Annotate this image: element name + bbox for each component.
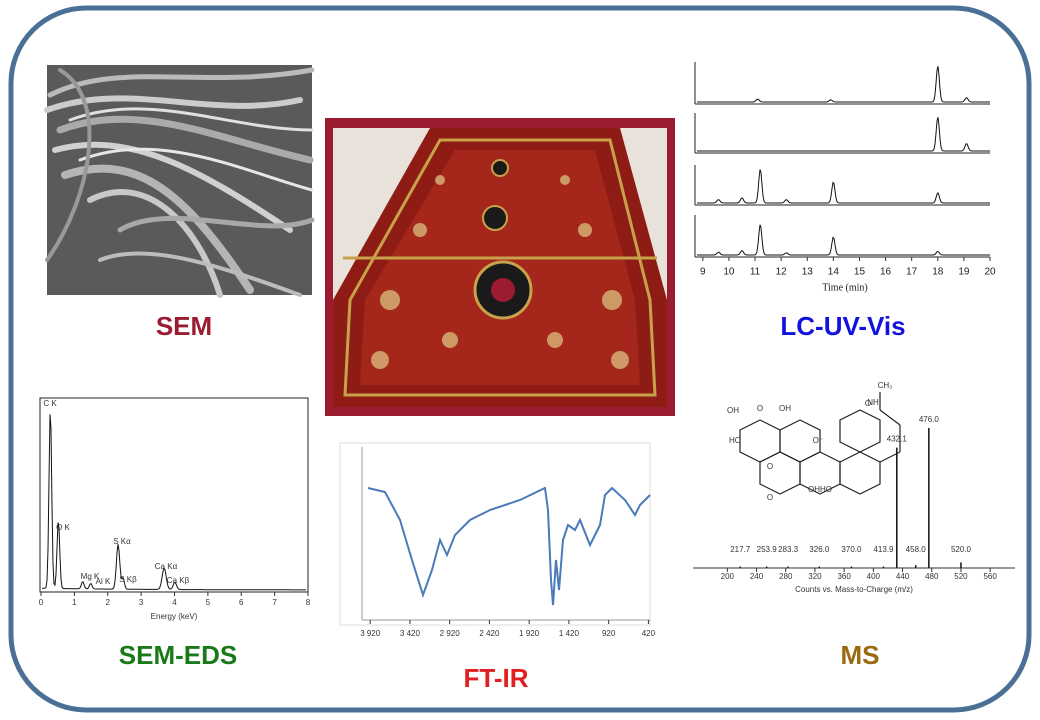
carpet-photo: [325, 118, 675, 416]
x-tick-label: 7: [272, 598, 277, 607]
peak-label: 432.1: [887, 435, 908, 444]
x-tick-label: 8: [306, 598, 311, 607]
x-tick-label: 280: [779, 572, 793, 581]
x-tick-label: 320: [808, 572, 822, 581]
lc-chart: Time (min) 9 10 11 12 13 14 15 16 17 18 19 20: [694, 62, 996, 293]
x-tick-label: 18: [932, 267, 944, 278]
trace: [697, 169, 990, 204]
x-tick-label: 200: [721, 572, 735, 581]
x-tick-label: 480: [925, 572, 939, 581]
peak-label: Ca Kβ: [167, 576, 190, 585]
x-tick-label: 14: [828, 267, 840, 278]
x-tick-label: 11: [750, 267, 761, 278]
structure-label: HO: [729, 436, 741, 445]
trace: [697, 117, 990, 152]
x-tick-label: 19: [958, 267, 970, 278]
ftir-chart: 3 920 3 420 2 920 2 420 1 920 1 420 920 420: [339, 442, 656, 638]
x-tick-label: 13: [802, 267, 814, 278]
x-tick-label: 16: [880, 267, 892, 278]
x-tick-label: 0: [39, 598, 44, 607]
x-tick-label: 360: [837, 572, 851, 581]
x-tick-label: 560: [983, 572, 997, 581]
x-tick-label: 2: [106, 598, 111, 607]
trace: [697, 224, 990, 256]
x-tick-label: 3 920: [360, 629, 381, 638]
x-tick-label: 5: [206, 598, 211, 607]
structure-label: O⁻: [813, 436, 823, 445]
x-tick-label: 10: [723, 267, 735, 278]
x-tick-label: 20: [984, 267, 996, 278]
structure-label: O: [767, 493, 773, 502]
peak-label: Al K: [96, 577, 111, 586]
structure-label: OH: [727, 406, 739, 415]
trace: [697, 66, 990, 103]
structure-label: O: [865, 399, 871, 408]
axis-label: Time (min): [822, 282, 867, 293]
x-tick-label: 1: [72, 598, 77, 607]
structure-label: NH: [867, 398, 879, 407]
panel-title: SEM-EDS: [119, 640, 237, 670]
x-tick-label: 6: [239, 598, 244, 607]
structure-label: CH₃: [878, 381, 893, 390]
peak-label: S Kα: [113, 537, 131, 546]
peak-label: 326.0: [809, 545, 830, 554]
x-tick-label: 1 920: [519, 629, 540, 638]
x-tick-label: 4: [172, 598, 177, 607]
sem-image: [44, 65, 315, 298]
peak-label: 370.0: [841, 545, 862, 554]
panel-title: FT-IR: [464, 663, 529, 693]
peak-label: 458.0: [906, 545, 927, 554]
peak-label: C K: [43, 399, 57, 408]
peak-label: 217.7: [730, 545, 751, 554]
peak-label: 283.3: [778, 545, 799, 554]
axis-label: Energy (keV): [151, 612, 198, 621]
structure-label: OH: [779, 404, 791, 413]
panel-title: LC-UV-Vis: [780, 311, 905, 341]
x-tick-label: 15: [854, 267, 866, 278]
panel-title: SEM: [156, 311, 212, 341]
x-tick-label: 2 920: [440, 629, 461, 638]
x-tick-label: 400: [867, 572, 881, 581]
x-tick-label: 12: [776, 267, 788, 278]
peak-label: 520.0: [951, 545, 972, 554]
x-tick-label: 2 420: [479, 629, 500, 638]
x-tick-label: 3: [139, 598, 144, 607]
peak-label: S Kβ: [119, 575, 137, 584]
panel-title: MS: [841, 640, 880, 670]
structure-label: OHHO: [808, 485, 832, 494]
axis-label: Counts vs. Mass-to-Charge (m/z): [795, 585, 913, 594]
peak-label: Mg K: [81, 572, 100, 581]
eds-chart: Energy (keV) C K O K Mg KAl K S Kα S Kβ Ca Kα…: [39, 397, 311, 621]
x-tick-label: 240: [750, 572, 764, 581]
structure-label: O: [767, 462, 773, 471]
peak-label: O K: [56, 523, 70, 532]
x-tick-label: 17: [906, 267, 918, 278]
x-tick-label: 440: [896, 572, 910, 581]
peak-label: 413.9: [873, 545, 894, 554]
peak-label: 253.9: [757, 545, 778, 554]
x-tick-label: 920: [602, 629, 616, 638]
peak-label: Ca Kα: [155, 562, 178, 571]
x-tick-label: 3 420: [400, 629, 421, 638]
spectrum: [42, 414, 306, 591]
x-tick-label: 9: [700, 267, 706, 278]
ms-chart: 200 240 280 320 360 400 440 480 520 560 Counts vs.…: [693, 381, 1015, 594]
x-tick-label: 420: [642, 629, 656, 638]
x-tick-label: 1 420: [559, 629, 580, 638]
peak-label: 476.0: [919, 415, 940, 424]
structure-label: O: [757, 404, 763, 413]
x-tick-label: 520: [954, 572, 968, 581]
